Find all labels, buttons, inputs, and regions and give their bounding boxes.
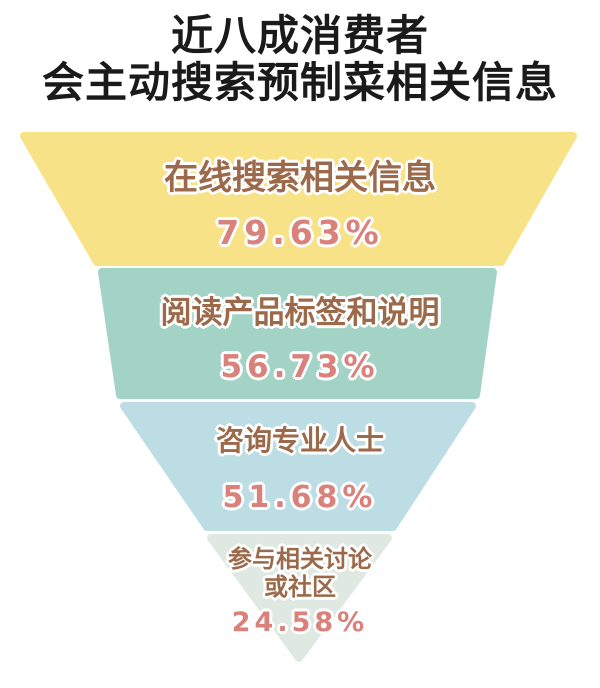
chart-title-line-1: 近八成消费者 xyxy=(170,11,429,60)
stage-2-label: 阅读产品标签和说明 xyxy=(160,295,440,331)
funnel-stage-1-shape xyxy=(20,132,577,266)
funnel-stage-3-shape xyxy=(120,402,476,531)
stage-4-value: 24.58% xyxy=(231,607,369,638)
stage-4-label-line-1: 参与相关讨论 xyxy=(228,545,372,573)
funnel-stage-2-shape xyxy=(98,268,497,399)
stage-3-label: 咨询专业人士 xyxy=(215,424,384,457)
stage-4-label-line-2: 或社区 xyxy=(264,573,336,601)
stage-1-value: 79.63% xyxy=(216,213,384,252)
chart-title-line-2: 会主动搜索预制菜相关信息 xyxy=(41,58,558,107)
stage-3-value: 51.68% xyxy=(222,480,378,515)
stage-2-value: 56.73% xyxy=(220,349,380,385)
stage-1-label: 在线搜索相关信息 xyxy=(164,158,436,198)
funnel-stage-4-shape xyxy=(207,534,392,662)
